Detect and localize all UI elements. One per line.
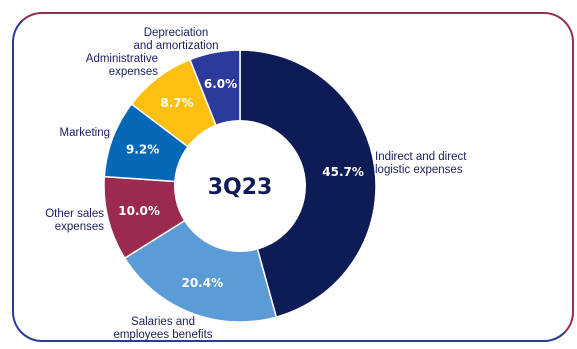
category-label-1: Salaries and employees benefits <box>113 316 212 341</box>
value-label-0: 45.7% <box>322 165 364 179</box>
category-label-0: Indirect and direct logistic expenses <box>375 151 467 176</box>
value-label-3: 9.2% <box>126 143 159 157</box>
value-labels: 45.7% 20.4% 10.0% 9.2% 8.7% 6.0% <box>118 77 364 290</box>
center-label: 3Q23 <box>208 175 273 200</box>
slice-0 <box>239 49 377 318</box>
rounded-frame <box>12 12 574 342</box>
category-label-2: Other sales expenses <box>45 208 104 233</box>
category-label-4: Administrative expenses <box>86 53 158 78</box>
category-labels: Indirect and direct logistic expenses Sala… <box>45 27 467 341</box>
value-label-2: 10.0% <box>118 204 160 218</box>
value-label-1: 20.4% <box>181 276 223 290</box>
value-label-5: 6.0% <box>204 77 237 91</box>
value-label-4: 8.7% <box>160 96 193 110</box>
category-label-5: Depreciation and amortization <box>133 27 218 52</box>
donut-hole <box>174 120 306 252</box>
category-label-3: Marketing <box>60 127 111 139</box>
